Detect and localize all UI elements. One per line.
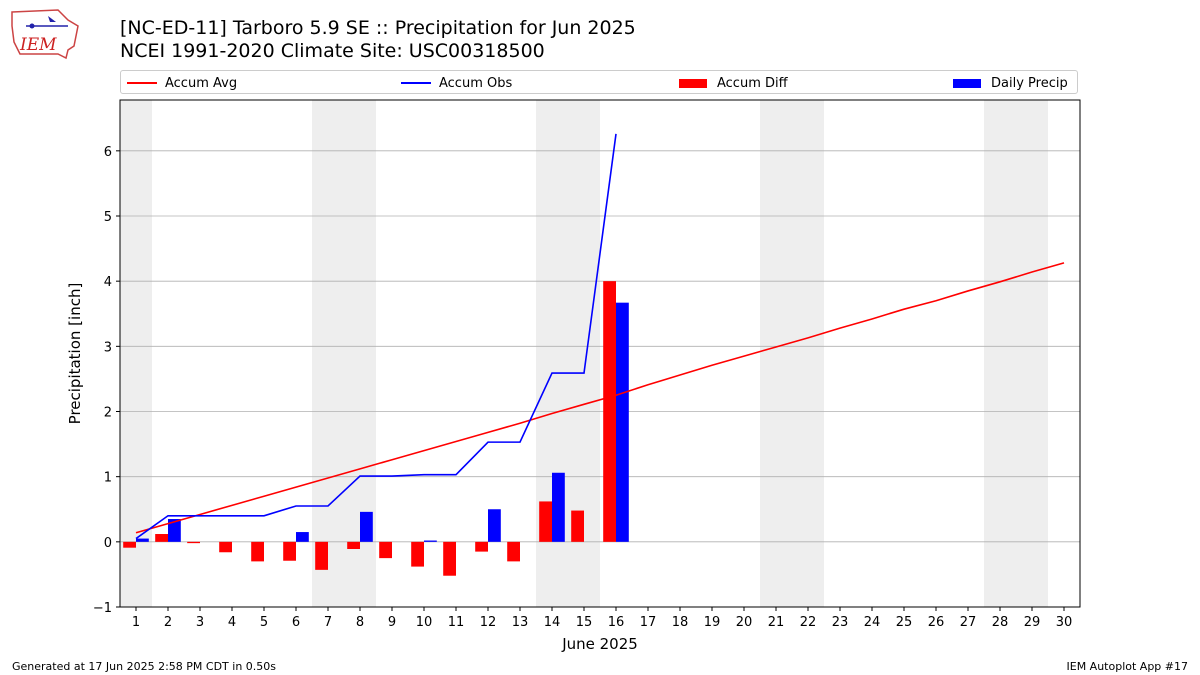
x-tick-label-25: 25 — [896, 615, 913, 630]
legend-item-accum-avg: Accum Avg — [127, 74, 237, 92]
y-tick-label-3: 3 — [104, 340, 112, 355]
x-tick-label-3: 3 — [196, 615, 204, 630]
x-tick-label-2: 2 — [164, 615, 172, 630]
y-tick-label-4: 4 — [104, 275, 112, 290]
x-axis-label: June 2025 — [561, 635, 638, 653]
x-tick-label-4: 4 — [228, 615, 236, 630]
plot-frame — [119, 99, 1081, 608]
bar-accum-diff-6 — [283, 541, 296, 561]
bar-daily-precip-10 — [424, 540, 437, 542]
bar-accum-diff-13 — [507, 541, 520, 562]
bar-accum-diff-10 — [411, 541, 424, 567]
bar-accum-diff-2 — [155, 534, 168, 542]
y-tick-label-6: 6 — [104, 145, 112, 160]
logo-text: IEM — [19, 35, 57, 55]
bar-daily-precip-1 — [136, 538, 149, 542]
x-tick-label-26: 26 — [928, 615, 945, 630]
y-tick-label-1: 1 — [104, 471, 112, 486]
x-tick-label-11: 11 — [448, 615, 465, 630]
x-tick-label-9: 9 — [388, 615, 396, 630]
footer-generated: Generated at 17 Jun 2025 2:58 PM CDT in … — [12, 660, 277, 673]
x-tick-label-24: 24 — [864, 615, 881, 630]
legend-item-accum-diff: Accum Diff — [679, 74, 788, 92]
legend-label-accum-avg: Accum Avg — [165, 75, 238, 91]
lines — [135, 133, 1065, 540]
bar-daily-precip-2 — [168, 519, 181, 542]
x-tick-label-19: 19 — [704, 615, 721, 630]
chart-subtitle: NCEI 1991-2020 Climate Site: USC00318500 — [120, 40, 545, 62]
y-tick-label-5: 5 — [104, 210, 112, 225]
legend-label-accum-obs: Accum Obs — [439, 75, 513, 91]
x-tick-label-20: 20 — [736, 615, 753, 630]
x-tick-label-15: 15 — [576, 615, 593, 630]
legend-item-accum-obs: Accum Obs — [401, 74, 512, 92]
bar-accum-diff-4 — [219, 541, 232, 553]
y-tick-label-2: 2 — [104, 405, 112, 420]
bar-accum-diff-5 — [251, 541, 264, 562]
x-tick-label-21: 21 — [768, 615, 785, 630]
x-tick-label-23: 23 — [832, 615, 849, 630]
chart-title: [NC-ED-11] Tarboro 5.9 SE :: Precipitati… — [120, 17, 636, 39]
x-tick-label-17: 17 — [640, 615, 657, 630]
x-tick-label-18: 18 — [672, 615, 689, 630]
bar-accum-diff-14 — [539, 501, 552, 542]
x-tick-label-10: 10 — [416, 615, 433, 630]
x-tick-label-29: 29 — [1024, 615, 1041, 630]
legend-swatch-accum-avg — [127, 82, 157, 84]
bar-daily-precip-16 — [616, 302, 629, 542]
bar-accum-diff-12 — [475, 541, 488, 552]
bar-daily-precip-14 — [552, 472, 565, 542]
weekend-band-1 — [120, 100, 152, 607]
bar-accum-diff-11 — [443, 541, 456, 576]
bar-accum-diff-1 — [123, 541, 136, 548]
x-tick-label-8: 8 — [356, 615, 364, 630]
x-tick-label-28: 28 — [992, 615, 1009, 630]
x-tick-label-16: 16 — [608, 615, 625, 630]
line-accum-avg — [135, 262, 1065, 534]
x-tick-label-14: 14 — [544, 615, 561, 630]
x-tick-label-7: 7 — [324, 615, 332, 630]
legend-item-daily-precip: Daily Precip — [953, 74, 1068, 92]
bars — [123, 281, 629, 576]
bar-daily-precip-12 — [488, 509, 501, 542]
legend-label-daily-precip: Daily Precip — [991, 75, 1068, 91]
weekend-band-4 — [760, 100, 824, 607]
bar-accum-diff-3 — [187, 541, 200, 544]
x-tick-label-30: 30 — [1056, 615, 1073, 630]
bar-accum-diff-9 — [379, 541, 392, 559]
bar-daily-precip-6 — [296, 532, 309, 542]
y-axis-label: Precipitation [inch] — [66, 283, 84, 425]
x-tick-label-6: 6 — [292, 615, 300, 630]
legend: Accum Avg Accum Obs Accum Diff Daily Pre… — [120, 70, 1078, 94]
legend-swatch-accum-obs — [401, 82, 431, 84]
bar-accum-diff-16 — [603, 281, 616, 542]
bar-accum-diff-7 — [315, 541, 328, 570]
x-tick-label-22: 22 — [800, 615, 817, 630]
bar-daily-precip-8 — [360, 511, 373, 542]
legend-swatch-accum-diff — [679, 78, 707, 88]
legend-swatch-daily-precip — [953, 78, 981, 88]
bar-accum-diff-8 — [347, 541, 360, 550]
y-tick-label-0: 0 — [104, 536, 112, 551]
line-accum-obs — [135, 133, 617, 540]
x-tick-label-1: 1 — [132, 615, 140, 630]
y-tick-label--1: −1 — [93, 601, 112, 616]
x-tick-label-13: 13 — [512, 615, 529, 630]
x-tick-label-12: 12 — [480, 615, 497, 630]
x-tick-label-5: 5 — [260, 615, 268, 630]
bar-accum-diff-15 — [571, 510, 584, 542]
footer-app: IEM Autoplot App #17 — [1066, 660, 1189, 673]
iem-logo: IEM — [11, 9, 79, 60]
x-tick-label-27: 27 — [960, 615, 977, 630]
legend-label-accum-diff: Accum Diff — [717, 75, 788, 91]
weekend-band-5 — [984, 100, 1048, 607]
weekend-shading — [120, 100, 1048, 607]
